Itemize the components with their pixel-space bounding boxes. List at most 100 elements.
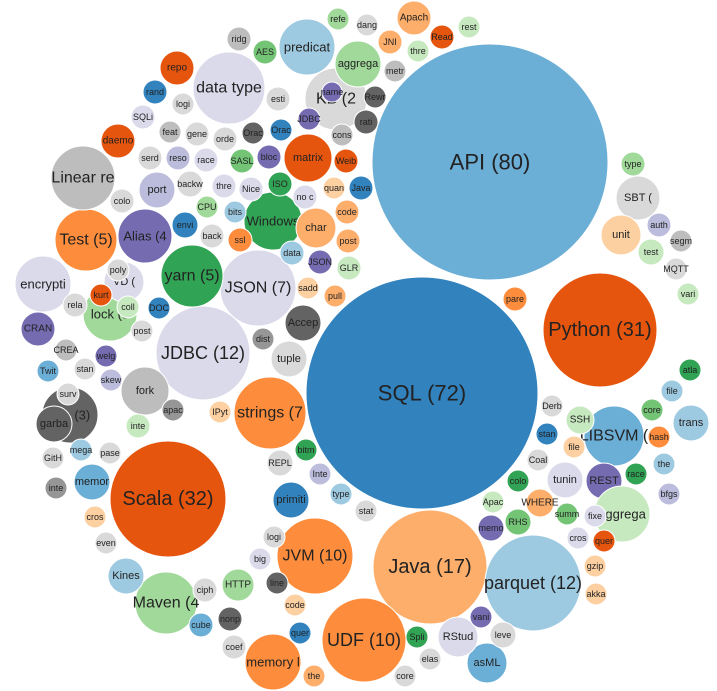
bubble-data: data — [279, 240, 305, 266]
bubble-circle — [233, 376, 307, 450]
bubble-the: the — [302, 664, 326, 688]
bubble-circle — [44, 476, 68, 500]
bubble-circle — [525, 488, 555, 518]
bubble-circle — [83, 505, 107, 529]
bubble-sql-72: SQL (72) — [305, 276, 539, 510]
bubble-gith: GitH — [41, 446, 65, 470]
bubble-circle — [262, 525, 286, 549]
bubble-glr: GLR — [336, 255, 362, 281]
bubble-even: even — [94, 531, 118, 555]
bubble-circle — [336, 255, 362, 281]
bubble-no-c: no c — [292, 184, 318, 210]
bubble-circle — [20, 311, 56, 347]
bubble-circle — [107, 557, 145, 595]
bubble-leve: leve — [489, 621, 517, 649]
bubble-memory-l: memory l — [244, 633, 302, 691]
bubble-rand: rand — [142, 79, 168, 105]
bubble-circle — [223, 200, 247, 224]
bubble-circle — [296, 276, 320, 300]
bubble-coal: Coal — [526, 448, 550, 472]
bubble-bfgs: bfgs — [657, 482, 681, 506]
bubble-circle — [94, 531, 118, 555]
bubble-doc: DOC — [147, 296, 171, 320]
bubble-gene: gene — [184, 121, 210, 147]
bubble-circle — [161, 398, 185, 422]
bubble-circle — [116, 295, 140, 319]
bubble-scala-32: Scala (32) — [109, 440, 227, 558]
bubble-circle — [227, 227, 253, 253]
bubble-predicat: predicat — [278, 18, 336, 76]
bubble-circle — [393, 664, 417, 688]
bubble-circle — [600, 214, 642, 256]
bubble-circle — [647, 425, 671, 449]
bubble-cube: cube — [188, 612, 214, 638]
bubble-circle — [192, 577, 218, 603]
bubble-circle — [14, 255, 72, 313]
bubble-circle — [664, 257, 688, 281]
bubble-cpu: CPU — [195, 195, 219, 219]
bubble-cros: cros — [83, 505, 107, 529]
bubble-thre: thre — [211, 173, 237, 199]
bubble-circle — [252, 39, 278, 65]
bubble-post: post — [130, 319, 154, 343]
bubble-circle — [297, 107, 321, 131]
bubble-core: core — [393, 664, 417, 688]
bubble-colo: colo — [506, 469, 530, 493]
bubble-circle — [56, 382, 80, 406]
bubble-circle — [323, 284, 347, 308]
bubble-circle — [678, 358, 702, 382]
bubble-circle — [270, 340, 308, 378]
bubble-circle — [405, 625, 429, 649]
bubble-orde: orde — [212, 126, 238, 152]
bubble-alias-4: Alias (4 — [117, 208, 173, 264]
bubble-circle — [278, 18, 336, 76]
bubble-hash: hash — [647, 425, 671, 449]
bubble-coef: coef — [221, 634, 247, 660]
bubble-fixe: fixe — [583, 504, 607, 528]
bubble-circle — [267, 171, 293, 197]
bubble-circle — [73, 357, 97, 381]
bubble-circle — [540, 394, 564, 418]
bubble-tunin: tunin — [546, 461, 584, 499]
bubble-stan: stan — [535, 422, 559, 446]
bubble-circle — [221, 634, 247, 660]
bubble-circle — [330, 123, 354, 147]
bubble-mega: mega — [69, 438, 93, 462]
bubble-circle — [504, 508, 532, 536]
bubble-welg: welg — [94, 344, 118, 368]
bubble-circle — [307, 249, 333, 275]
bubble-quan: quan — [322, 176, 346, 200]
bubble-circle — [184, 121, 210, 147]
bubble-python-31: Python (31) — [542, 272, 658, 388]
bubble-circle — [244, 633, 302, 691]
bubble-circle — [377, 29, 403, 55]
bubble-circle — [322, 176, 346, 200]
bubble-circle — [283, 133, 333, 183]
bubble-metr: metr — [383, 59, 407, 83]
bubble-daemo: daemo — [100, 123, 136, 159]
bubble-circle — [276, 517, 354, 595]
bubble-circle — [418, 647, 442, 671]
bubble-auth: auth — [646, 212, 672, 238]
bubble-circle — [98, 441, 122, 465]
bubble-logi: logi — [262, 525, 286, 549]
bubble-bits: bits — [223, 200, 247, 224]
bubble-java: Java — [348, 175, 374, 201]
bubble-circle — [171, 92, 195, 116]
bubble-type: type — [620, 151, 646, 177]
bubble-circle — [329, 482, 353, 506]
bubble-type: type — [329, 482, 353, 506]
bubble-envi: envi — [171, 211, 199, 239]
bubble-yarn-5: yarn (5) — [160, 244, 224, 308]
bubble-spli: Spli — [405, 625, 429, 649]
bubble-circle — [130, 319, 154, 343]
bubble-weib: Weib — [333, 148, 359, 174]
bubble-circle — [155, 305, 251, 401]
bubble-circle — [477, 514, 505, 542]
bubble-segm: segm — [669, 229, 693, 253]
bubble-repl: REPL — [266, 449, 294, 477]
bubble-nonp: nonp — [217, 606, 243, 632]
bubble-dang: dang — [355, 13, 379, 37]
